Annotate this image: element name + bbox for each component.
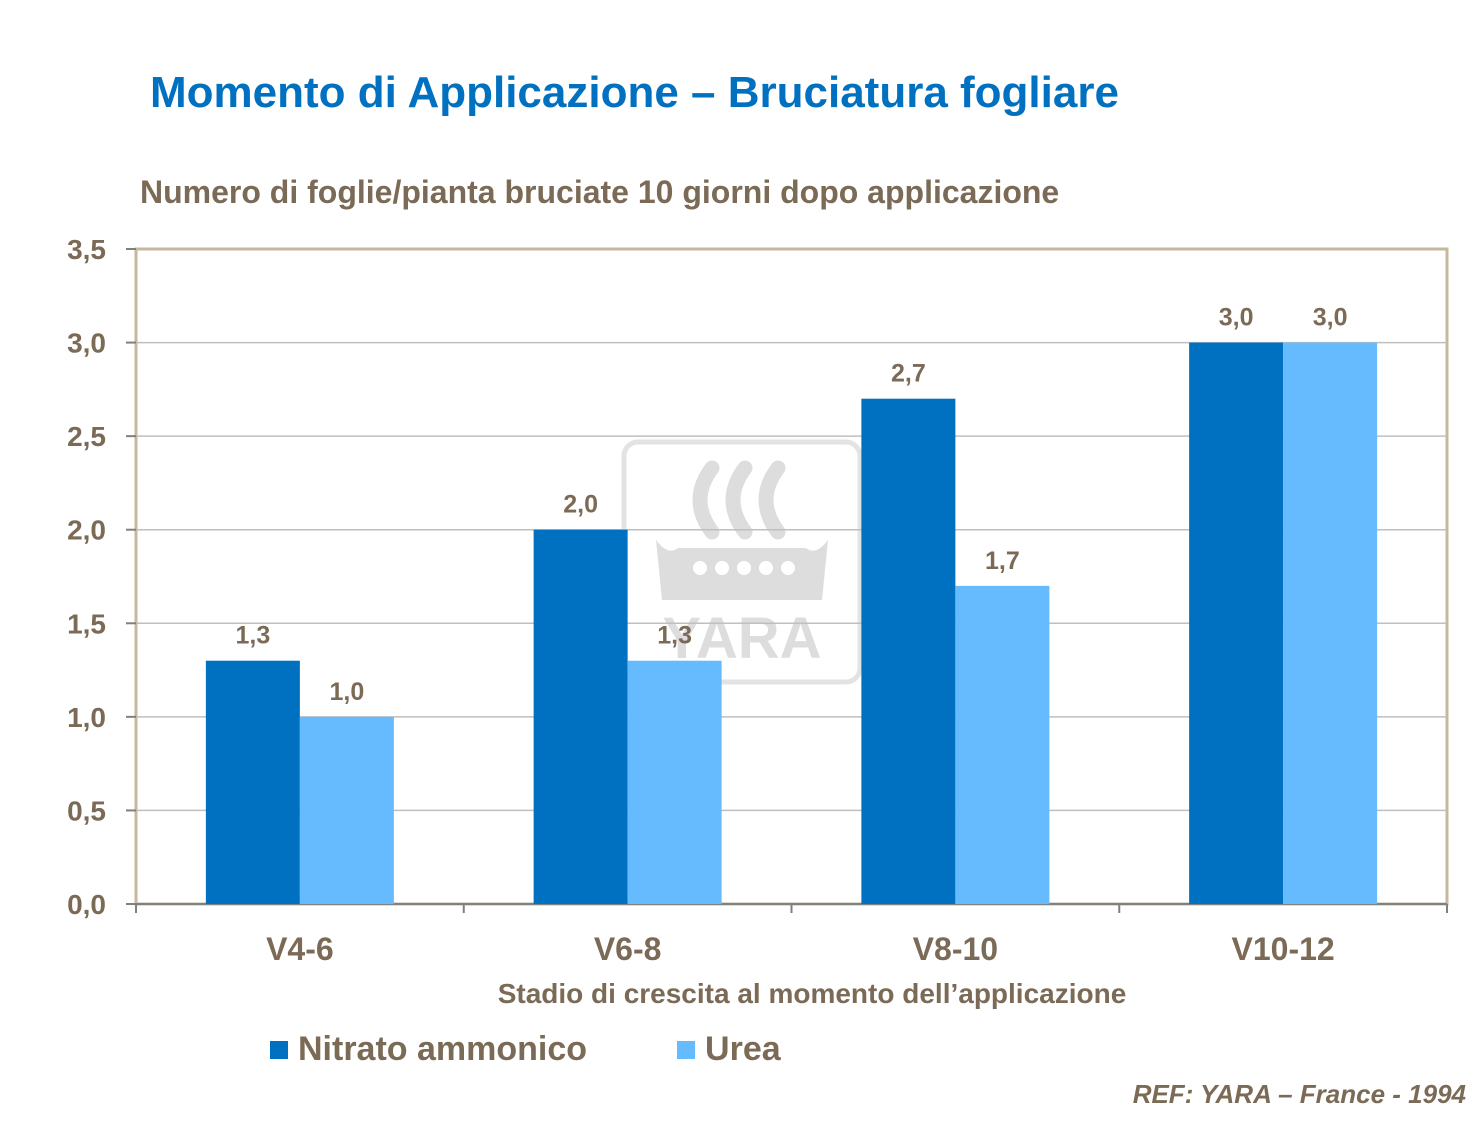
y-tick-label: 0,0 — [67, 889, 106, 920]
x-tick-label: V8-10 — [913, 931, 998, 967]
bar — [205, 660, 300, 904]
y-tick-label: 1,0 — [67, 702, 106, 733]
x-tick-label: V4-6 — [266, 931, 334, 967]
bar — [533, 529, 628, 904]
bar — [861, 398, 956, 904]
data-label: 3,0 — [1313, 304, 1348, 332]
y-tick-label: 3,5 — [67, 234, 106, 265]
x-tick-label: V10-12 — [1232, 931, 1335, 967]
yara-logo-watermark: YARA — [621, 439, 863, 685]
y-tick-label: 0,5 — [67, 795, 106, 826]
data-label: 3,0 — [1219, 304, 1254, 332]
bar — [1189, 342, 1284, 905]
reference-note: REF: YARA – France - 1994 — [1132, 1079, 1466, 1109]
y-tick-label: 2,0 — [67, 515, 106, 546]
legend-label-nitrato: Nitrato ammonico — [298, 1030, 588, 1068]
data-label: 1,7 — [985, 547, 1020, 575]
bar — [299, 716, 394, 904]
y-tick-label: 3,0 — [67, 328, 106, 359]
bar — [1283, 342, 1378, 905]
y-tick-label: 1,5 — [67, 608, 106, 639]
slide-title: Momento di Applicazione – Bruciatura fog… — [150, 68, 1119, 117]
legend-item-urea: Urea — [677, 1030, 781, 1069]
viking-ship-icon — [692, 460, 786, 540]
x-tick-label: V6-8 — [594, 931, 662, 967]
data-label: 1,0 — [329, 678, 364, 706]
watermark-text: YARA — [662, 606, 821, 671]
data-label: 2,7 — [891, 360, 926, 388]
x-axis-title: Stadio di crescita al momento dell’appli… — [498, 978, 1127, 1009]
y-tick-label: 2,5 — [67, 421, 106, 452]
bar — [627, 660, 722, 904]
bar — [955, 585, 1050, 904]
data-label: 2,0 — [563, 491, 598, 519]
data-label: 1,3 — [657, 622, 692, 650]
legend-label-urea: Urea — [705, 1030, 781, 1068]
data-label: 1,3 — [235, 622, 270, 650]
legend: Nitrato ammonico Urea — [270, 1030, 781, 1069]
plot-area: 0,0 0,5 1,0 1,5 2,0 2,5 3,0 3,5 1,3 1,0 V4-6 2,0 1,3… — [67, 234, 1449, 1009]
chart-title: Numero di foglie/pianta bruciate 10 gior… — [140, 174, 1060, 210]
legend-item-nitrato: Nitrato ammonico — [270, 1030, 587, 1069]
legend-swatch-nitrato — [270, 1040, 288, 1059]
legend-swatch-urea — [677, 1040, 696, 1059]
